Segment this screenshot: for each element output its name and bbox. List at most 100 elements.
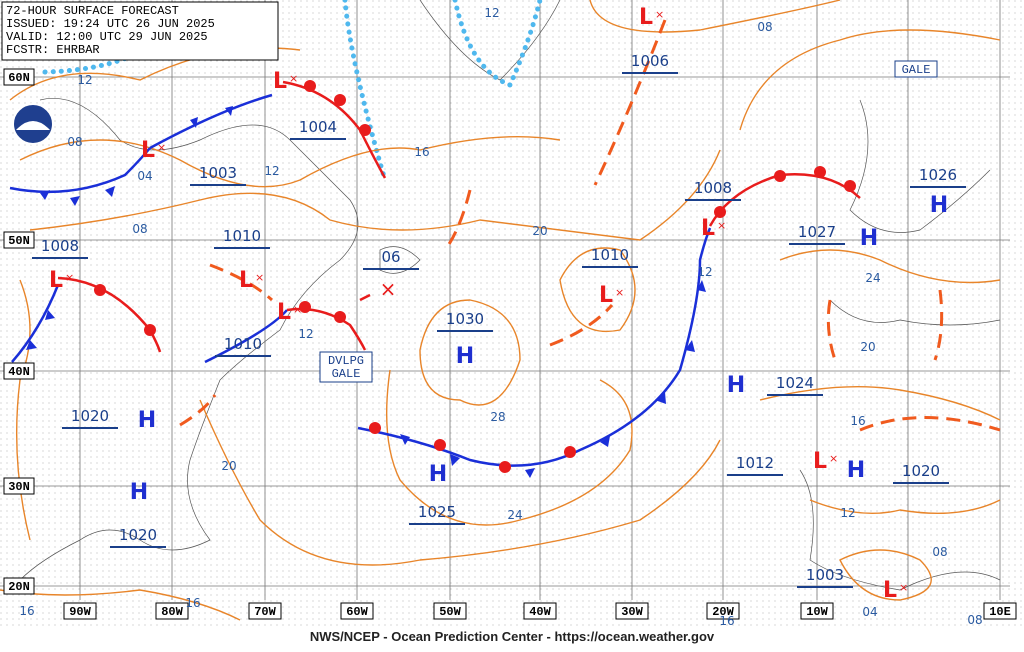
dvlpg-gale-warning: GALE [332,367,361,381]
isobar-label: 16 [185,596,200,610]
valid: VALID: 12:00 UTC 29 JUN 2025 [6,30,208,44]
low-center: L [49,268,63,293]
low-cross: × [255,271,264,284]
header-title: 72-HOUR SURFACE FORECAST [6,4,179,18]
low-cross: × [157,141,166,154]
isobar-label: 20 [532,224,547,238]
lat-label: 60N [8,71,30,85]
lon-label: 10E [989,605,1011,619]
pressure-label: 1010 [223,227,261,245]
background [0,0,1024,630]
pressure-label: 1012 [736,454,774,472]
isobar-label: 28 [490,410,505,424]
high-center: H [930,193,948,218]
lon-label: 10W [806,605,828,619]
lon-label: 80W [161,605,183,619]
lat-label: 50N [8,234,30,248]
pressure-label: 1003 [199,164,237,182]
lat-label: 40N [8,365,30,379]
pressure-label: 1010 [224,335,262,353]
isobar-label: 16 [414,145,429,159]
low-center: L [239,268,253,293]
lat-box [3,577,35,595]
pressure-label: 1030 [446,310,484,328]
graticule [0,0,1010,600]
ice-edge [42,0,543,183]
low-center: L [599,283,613,308]
isobar-label: 08 [932,545,947,559]
pressure-label: 1008 [41,237,79,255]
low-cross: × [293,303,302,316]
isobar-label: 12 [264,164,279,178]
lat-box [3,231,35,249]
lon-box [983,602,1017,620]
low-center: L [813,449,827,474]
lon-box [155,602,189,620]
pressure-label: 1020 [119,526,157,544]
svg-text:×: × [380,277,397,301]
pressure-label: 1027 [798,223,836,241]
isobar-label: 12 [840,506,855,520]
low-center: L [141,138,155,163]
pressure-label: 1010 [591,246,629,264]
lat-label: 20N [8,580,30,594]
isobar-label: 16 [19,604,34,618]
high-center: H [847,458,865,483]
isobars [0,0,1001,621]
lon-label: 60W [346,605,368,619]
coastlines [19,0,1001,591]
high-center: H [429,462,447,487]
lon-label: 30W [621,605,643,619]
lon-box [248,602,282,620]
lon-box [523,602,557,620]
pressure-label: 1020 [71,407,109,425]
troughs [179,19,1001,432]
pressure-label: 06 [381,248,400,266]
lon-label: 90W [69,605,91,619]
pressure-label: 1003 [806,566,844,584]
pressure-label: 1008 [694,179,732,197]
pressure-label: 1026 [919,166,957,184]
lon-box [340,602,374,620]
pressure-label: 1006 [631,52,669,70]
front-symbols: × [26,80,856,478]
lon-label: 20W [712,605,734,619]
low-cross: × [717,219,726,232]
lon-box [433,602,467,620]
lat-label: 30N [8,480,30,494]
footer-band [0,628,1024,652]
lon-label: 50W [439,605,461,619]
isobar-label: 12 [697,265,712,279]
lat-box [3,362,35,380]
low-cross: × [655,8,664,21]
isobar-label: 08 [757,20,772,34]
low-cross: × [289,72,298,85]
low-cross: × [65,271,74,284]
gale-warning: GALE [902,63,931,77]
low-center: L [277,300,291,325]
forecaster: FCSTR: EHRBAR [6,43,100,57]
pressure-label: 1004 [299,118,337,136]
high-center: H [130,480,148,505]
isobar-label: 04 [862,605,877,619]
isobar-label: 08 [967,613,982,627]
isobar-label: 08 [132,222,147,236]
high-center: H [456,344,474,369]
isobar-label: 24 [507,508,522,522]
high-center: H [860,226,878,251]
lon-box [63,602,97,620]
lon-box [615,602,649,620]
lon-box [800,602,834,620]
isobar-label: 16 [850,414,865,428]
footer: NWS/NCEP - Ocean Prediction Center - htt… [310,629,715,644]
isobar-label: 08 [67,135,82,149]
lat-box [3,68,35,86]
low-center: L [883,578,897,603]
issued: ISSUED: 19:24 UTC 26 JUN 2025 [6,17,215,31]
isobar-label: 12 [77,73,92,87]
lon-label: 40W [529,605,551,619]
header: 72-HOUR SURFACE FORECAST ISSUED: 19:24 U… [1,1,279,61]
isobar-label: 20 [221,459,236,473]
pressure-label: 1025 [418,503,456,521]
